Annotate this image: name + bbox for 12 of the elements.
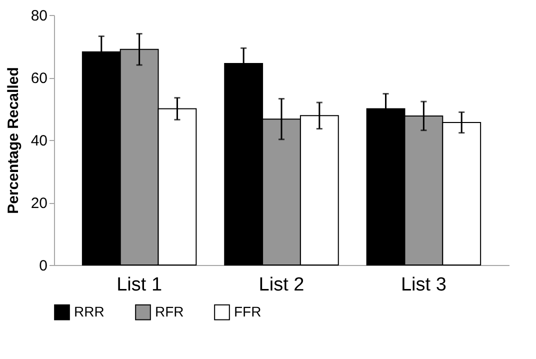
legend-label: RRR [74,303,104,320]
y-tick-label: 60 [30,70,48,87]
y-tick-label: 80 [30,8,48,24]
x-tick-label: List 2 [258,274,304,296]
y-tick-label: 40 [30,132,48,150]
x-tick-label: List 3 [400,274,446,296]
y-axis-title: Percentage Recalled [4,67,22,214]
y-tick-label: 0 [39,258,48,274]
legend-label: FFR [234,303,262,320]
legend-label: RFR [155,303,184,320]
y-tick-label: 20 [30,195,48,212]
x-tick-label: List 1 [116,274,162,296]
